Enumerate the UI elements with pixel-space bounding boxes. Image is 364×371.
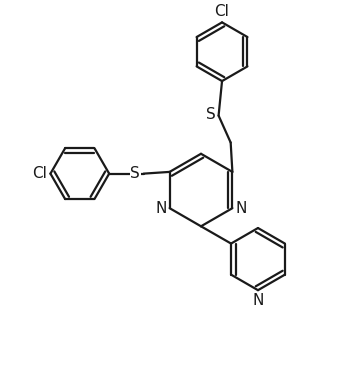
Text: N: N bbox=[252, 293, 264, 308]
Text: N: N bbox=[155, 201, 167, 216]
Text: Cl: Cl bbox=[215, 4, 229, 19]
Text: N: N bbox=[235, 201, 246, 216]
Text: S: S bbox=[130, 166, 140, 181]
Text: Cl: Cl bbox=[32, 166, 47, 181]
Text: S: S bbox=[206, 108, 216, 122]
